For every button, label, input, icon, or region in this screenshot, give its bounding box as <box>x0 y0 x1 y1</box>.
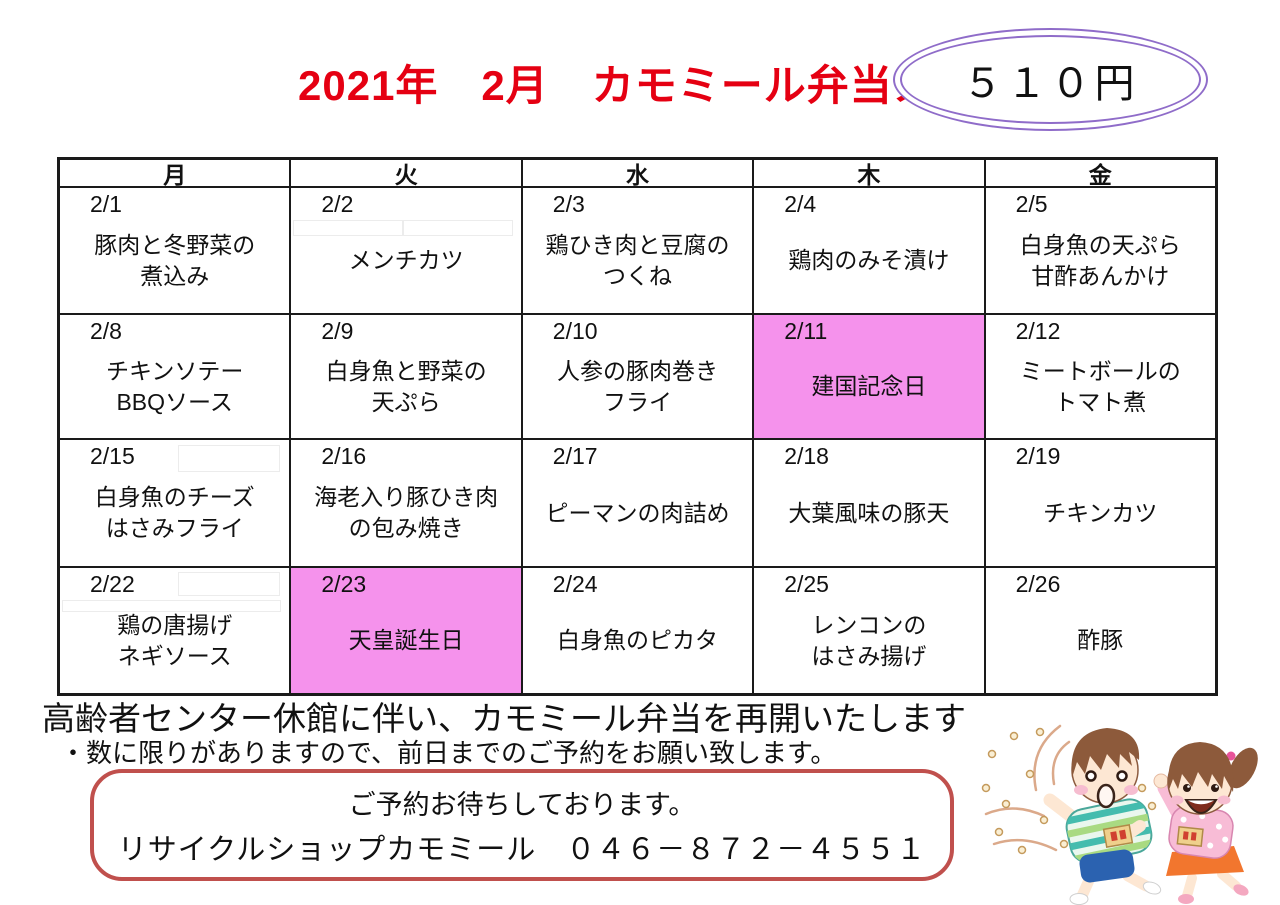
cell-menu: 白身魚と野菜の 天ぷら <box>325 357 487 415</box>
cell-date: 2/5 <box>1015 191 1048 217</box>
cell-menu: 鶏肉のみそ漬け <box>788 247 950 274</box>
cell-date: 2/8 <box>90 318 122 344</box>
day-header-fri: 金 <box>984 159 1216 188</box>
calendar-cell-2-1: 2/1 豚肉と冬野菜の 煮込み <box>59 187 291 314</box>
calendar-cell-2-10: 2/10 人参の豚肉巻き フライ <box>521 314 754 439</box>
calendar-cell-2-18: 2/18 大葉風味の豚天 <box>753 439 985 567</box>
cell-menu: 人参の豚肉巻き フライ <box>556 357 718 415</box>
day-header-tue: 火 <box>290 159 522 188</box>
cell-menu: 海老入り豚ひき肉 の包み焼き <box>314 484 499 542</box>
calendar-cell-2-25: 2/25 レンコンの はさみ揚げ <box>753 567 985 694</box>
calendar-cell-2-23-holiday: 2/23 天皇誕生日 <box>290 567 522 694</box>
cell-date: 2/1 <box>90 191 122 217</box>
reservation-contact-box: ご予約お待ちしております。 リサイクルショップカモミール ０４６－８７２－４５５… <box>90 769 954 881</box>
cell-date: 2/12 <box>1015 318 1061 344</box>
calendar-cell-2-26: 2/26 酢豚 <box>984 567 1216 694</box>
calendar-cell-2-8: 2/8 チキンソテー BBQソース <box>59 314 291 439</box>
calendar-cell-2-16: 2/16 海老入り豚ひき肉 の包み焼き <box>290 439 522 567</box>
calendar-cell-2-12: 2/12 ミートボールの トマト煮 <box>984 314 1216 439</box>
price-badge-inner-ring: ５１０円 <box>900 35 1201 124</box>
calendar-cell-2-3: 2/3 鶏ひき肉と豆腐の つくね <box>521 187 754 314</box>
day-header-mon: 月 <box>59 159 291 188</box>
cell-menu: 酢豚 <box>1077 627 1124 654</box>
artifact-box <box>293 220 513 236</box>
artifact-box <box>178 572 280 596</box>
cell-menu: 白身魚の天ぷら 甘酢あんかけ <box>1019 231 1181 289</box>
cell-menu: 大葉風味の豚天 <box>788 499 950 526</box>
cell-date: 2/24 <box>552 571 598 597</box>
reservation-notice: ・数に限りがありますので、前日までのご予約をお願い致します。 <box>60 738 837 768</box>
cell-holiday-label: 建国記念日 <box>811 373 927 400</box>
girl-figure <box>1153 742 1258 904</box>
price-badge: ５１０円 <box>893 28 1208 131</box>
cell-menu: 白身魚のピカタ <box>556 627 718 654</box>
cell-menu: レンコンの はさみ揚げ <box>811 611 927 669</box>
cell-menu: 白身魚のチーズ はさみフライ <box>94 484 255 542</box>
cell-menu: チキンカツ <box>1043 499 1158 526</box>
price-text: ５１０円 <box>962 61 1139 106</box>
boy-figure <box>1043 728 1162 905</box>
cell-date: 2/16 <box>321 443 367 469</box>
cell-date: 2/10 <box>552 318 598 344</box>
cell-menu: ピーマンの肉詰め <box>545 499 730 526</box>
cell-date: 2/11 <box>784 318 828 344</box>
day-header-wed: 水 <box>521 159 754 188</box>
cell-date: 2/3 <box>552 191 585 217</box>
calendar-cell-2-24: 2/24 白身魚のピカタ <box>521 567 754 694</box>
cell-date: 2/22 <box>90 571 135 597</box>
reservation-box-line1: ご予約お待ちしております。 <box>348 789 696 820</box>
cell-date: 2/2 <box>321 191 354 217</box>
calendar-cell-2-19: 2/19 チキンカツ <box>984 439 1216 567</box>
calendar-cell-2-15: 2/15 白身魚のチーズ はさみフライ <box>59 439 291 567</box>
calendar-cell-2-22: 2/22 鶏の唐揚げ ネギソース <box>59 567 291 694</box>
calendar-cell-2-11-holiday: 2/11 建国記念日 <box>753 314 985 439</box>
calendar-cell-2-4: 2/4 鶏肉のみそ漬け <box>753 187 985 314</box>
calendar-cell-2-17: 2/17 ピーマンの肉詰め <box>521 439 754 567</box>
calendar-cell-2-5: 2/5 白身魚の天ぷら 甘酢あんかけ <box>984 187 1216 314</box>
cell-date: 2/18 <box>784 443 829 469</box>
cell-date: 2/4 <box>784 191 817 217</box>
day-header-thu: 木 <box>753 159 985 188</box>
cell-menu: 鶏ひき肉と豆腐の つくね <box>545 231 730 289</box>
calendar-cell-2-2: 2/2 メンチカツ <box>290 187 522 314</box>
cell-date: 2/23 <box>321 571 367 597</box>
cell-date: 2/25 <box>784 571 829 597</box>
cell-date: 2/19 <box>1015 443 1061 469</box>
cell-date: 2/9 <box>321 318 354 344</box>
cell-menu: ミートボールの トマト煮 <box>1019 357 1181 415</box>
cell-menu: 鶏の唐揚げ ネギソース <box>117 611 233 669</box>
calendar-cell-2-9: 2/9 白身魚と野菜の 天ぷら <box>290 314 522 439</box>
reopening-notice: 高齢者センター休館に伴い、カモミール弁当を再開いたします <box>42 700 966 737</box>
cell-date: 2/15 <box>90 443 135 469</box>
cell-date: 2/26 <box>1015 571 1061 597</box>
artifact-box <box>62 600 282 612</box>
cell-menu: 豚肉と冬野菜の 煮込み <box>94 231 256 289</box>
menu-calendar: 月 火 水 木 金 2/1 豚肉と冬野菜の 煮込み 2/2 メンチカツ 2/3 … <box>57 157 1218 696</box>
cell-menu: メンチカツ <box>348 247 464 274</box>
reservation-box-phone-line: リサイクルショップカモミール ０４６－８７２－４５５１ <box>117 833 927 866</box>
cell-date: 2/17 <box>552 443 598 469</box>
cell-menu: チキンソテー BBQソース <box>106 357 244 415</box>
cell-holiday-label: 天皇誕生日 <box>348 627 464 654</box>
artifact-box <box>178 445 280 472</box>
setsubun-children-illustration <box>981 724 1258 905</box>
